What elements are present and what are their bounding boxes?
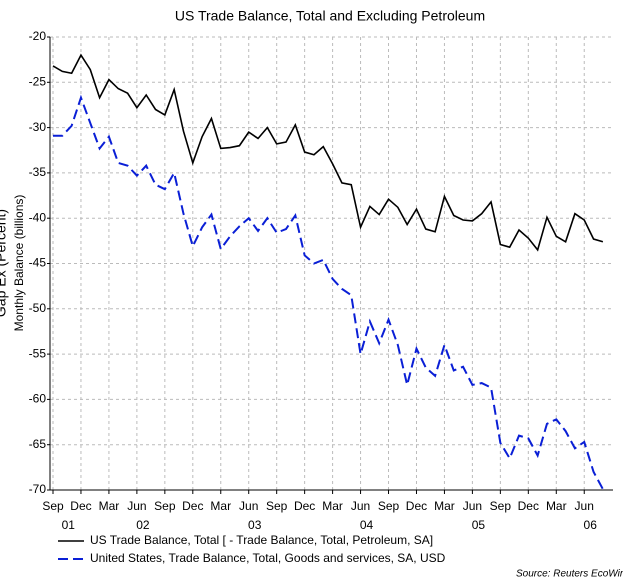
x-tick-label: Sep — [490, 499, 512, 513]
x-tick-label: Sep — [266, 499, 288, 513]
y-tick-label: -35 — [29, 165, 47, 179]
x-year-label: 03 — [248, 518, 262, 532]
x-tick-label: Jun — [463, 499, 482, 513]
x-tick-label: Jun — [575, 499, 594, 513]
y-axis-label: Monthly Balance (billions) — [12, 195, 26, 332]
x-year-label: 06 — [584, 518, 598, 532]
y-tick-label: -65 — [29, 437, 47, 451]
y-tick-label: -70 — [29, 482, 47, 496]
x-tick-label: Sep — [42, 499, 64, 513]
x-tick-label: Dec — [518, 499, 539, 513]
y-tick-label: -50 — [29, 301, 47, 315]
x-tick-label: Dec — [406, 499, 427, 513]
x-tick-label: Sep — [378, 499, 400, 513]
x-tick-label: Jun — [239, 499, 258, 513]
y2-axis-label: Gap Ex (Percent) — [0, 209, 9, 317]
x-year-label: 01 — [62, 518, 76, 532]
x-tick-label: Jun — [351, 499, 370, 513]
y-tick-label: -45 — [29, 256, 47, 270]
series-line — [52, 53, 604, 252]
x-year-label: 05 — [472, 518, 486, 532]
legend-label: United States, Trade Balance, Total, Goo… — [90, 551, 446, 565]
x-year-label: 04 — [360, 518, 374, 532]
x-tick-label: Mar — [322, 499, 343, 513]
x-tick-label: Mar — [434, 499, 455, 513]
y-tick-label: -20 — [29, 29, 47, 43]
x-tick-label: Dec — [294, 499, 315, 513]
chart-title: US Trade Balance, Total and Excluding Pe… — [175, 8, 485, 24]
series-line — [53, 94, 604, 490]
source: Source: Reuters EcoWin — [516, 569, 623, 580]
x-tick-label: Mar — [99, 499, 120, 513]
x-tick-label: Sep — [154, 499, 176, 513]
y-tick-label: -25 — [29, 74, 47, 88]
x-tick-label: Jun — [127, 499, 146, 513]
x-year-label: 02 — [136, 518, 150, 532]
x-tick-label: Dec — [70, 499, 91, 513]
y-tick-label: -55 — [29, 346, 47, 360]
y-tick-label: -60 — [29, 392, 47, 406]
legend-label: US Trade Balance, Total [ - Trade Balanc… — [90, 533, 433, 547]
y-tick-label: -30 — [29, 120, 47, 134]
x-tick-label: Dec — [182, 499, 203, 513]
x-tick-label: Mar — [210, 499, 231, 513]
y-tick-label: -40 — [29, 210, 47, 224]
x-tick-label: Mar — [546, 499, 567, 513]
